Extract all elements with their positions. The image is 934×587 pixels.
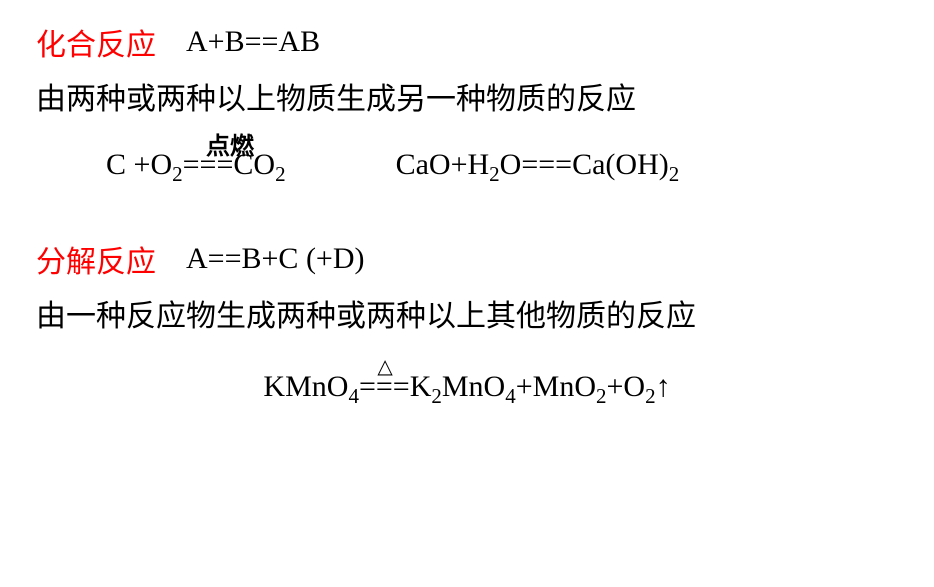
ex1-ps: 2 — [275, 162, 286, 186]
ex2-pb: Ca(OH) — [572, 148, 669, 181]
section1-heading: 化合反应 — [36, 20, 156, 64]
example1-formula: 点燃 C +O2===CO2 — [106, 148, 286, 187]
ex2-plus: + — [451, 148, 468, 181]
ex3-p1t: MnO — [442, 370, 505, 403]
ex1-r2b: O — [150, 148, 172, 181]
ex2-ps: 2 — [669, 162, 680, 186]
section2-pattern: A==B+C (+D) — [186, 242, 365, 276]
ex1-plus: + — [134, 148, 151, 181]
ex3-plus1: + — [516, 370, 533, 403]
ex3-p1b: K — [410, 370, 432, 403]
ex3-arrow: ↑ — [656, 370, 671, 403]
ex2-r2s: 2 — [489, 162, 500, 186]
section1-description: 由两种或两种以上物质生成另一种物质的反应 — [36, 74, 898, 118]
section2: 分解反应 A==B+C (+D) 由一种反应物生成两种或两种以上其他物质的反应 … — [36, 237, 898, 409]
example2-formula: CaO+H2O===Ca(OH)2 — [396, 148, 680, 187]
section1-examples-row: 点燃 C +O2===CO2 CaO+H2O===Ca(OH)2 — [36, 148, 898, 187]
section2-heading: 分解反应 — [36, 237, 156, 281]
triangle-symbol: △ — [377, 354, 392, 379]
section2-header-row: 分解反应 A==B+C (+D) — [36, 237, 898, 281]
ex3-plus2: + — [606, 370, 623, 403]
ex2-eq: === — [521, 148, 572, 181]
ex3-rs: 4 — [348, 384, 359, 408]
example3-formula: △ KMnO4===K2MnO4+MnO2+O2↑ — [263, 370, 670, 409]
section2-description: 由一种反应物生成两种或两种以上其他物质的反应 — [36, 291, 898, 335]
section1-header-row: 化合反应 A+B==AB — [36, 20, 898, 64]
ex3-rb: KMnO — [263, 370, 348, 403]
section2-example-row: △ KMnO4===K2MnO4+MnO2+O2↑ — [36, 370, 898, 409]
ex3-p2s: 2 — [596, 384, 607, 408]
ex3-p2b: MnO — [533, 370, 596, 403]
ex3-p3s: 2 — [645, 384, 656, 408]
ex2-r2t: O — [500, 148, 522, 181]
section1-pattern: A+B==AB — [186, 25, 320, 59]
ex3-p1s2: 4 — [505, 384, 516, 408]
ex2-r2b: H — [467, 148, 489, 181]
ex1-r1: C — [106, 148, 134, 181]
ex3-p1s: 2 — [431, 384, 442, 408]
ex3-p3b: O — [623, 370, 645, 403]
ex2-r1: CaO — [396, 148, 451, 181]
ex1-r2s: 2 — [172, 162, 183, 186]
condition-label-ignite: 点燃 — [206, 126, 254, 161]
